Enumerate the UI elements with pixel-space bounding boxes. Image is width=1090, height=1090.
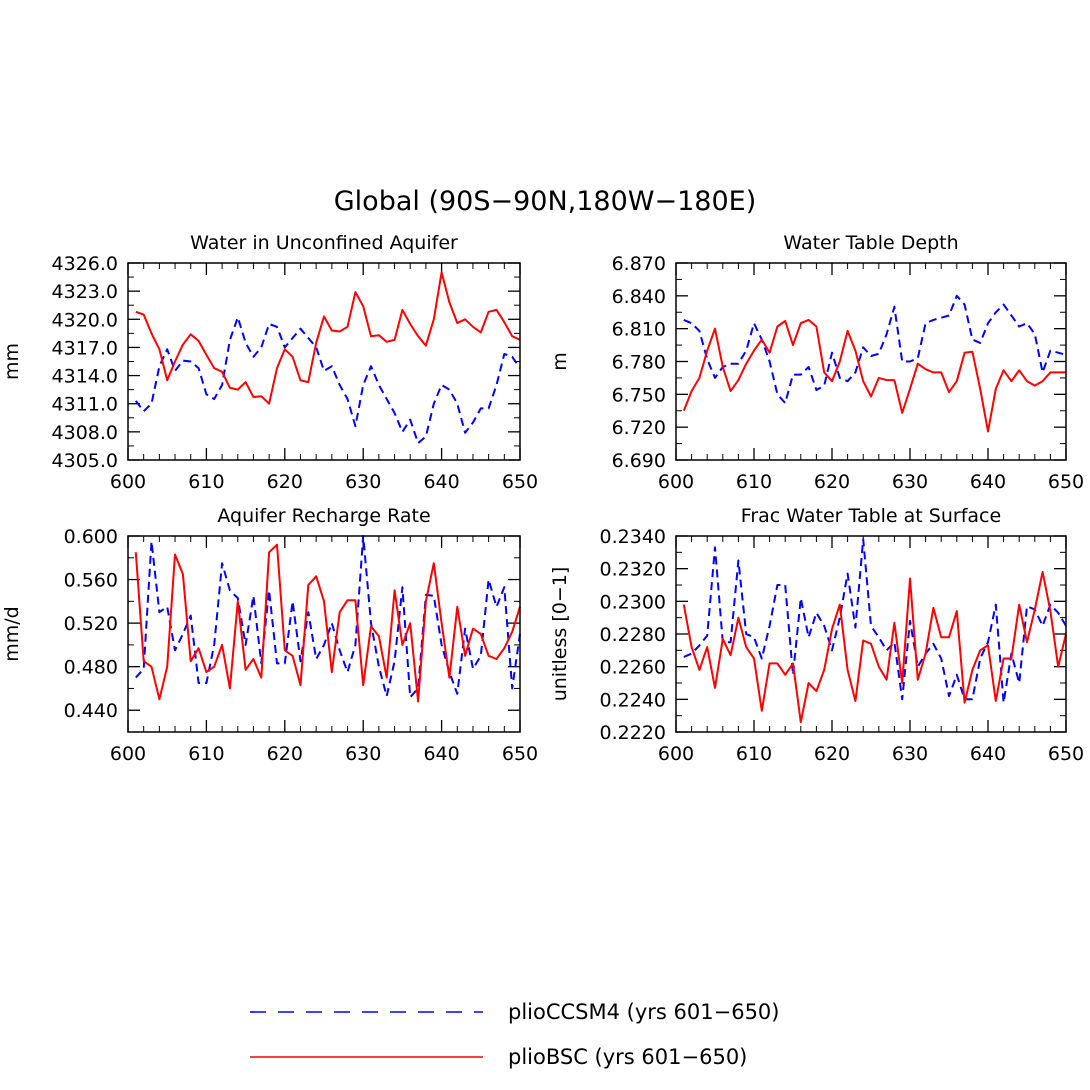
y-axis-title: mm/d [1,606,23,661]
x-tick-label: 640 [970,471,1006,493]
y-tick-label: 0.2280 [600,624,666,646]
major-ticks [675,262,1067,461]
panel-title: Water Table Depth [783,232,958,254]
y-axis-title: unitless [0−1] [549,567,571,702]
x-tick-label: 620 [267,471,303,493]
series-line-pliocssm4 [135,535,521,699]
series-line-pliocssm4 [135,316,521,445]
x-tick-label: 640 [423,471,459,493]
series-line-pliobsc [682,570,1067,724]
y-tick-label: 6.780 [612,352,666,374]
series-line-pliobsc [682,318,1066,433]
y-axis-title: mm [1,343,23,380]
y-tick-label: 0.2260 [600,657,666,679]
y-tick-label: 4311.0 [52,394,118,416]
series-line-pliocssm4 [683,538,1067,704]
y-tick-label: 4317.0 [52,337,118,359]
y-axis-title: m [549,352,571,371]
plot-frame [127,262,521,461]
minor-ticks [676,263,1066,460]
y-tick-label: 6.750 [612,384,666,406]
panel-water-in-unconfined-aquifer: Water in Unconfined Aquifer mm 600 610 620 63… [1,232,538,493]
y-tick-label: 4305.0 [52,450,118,472]
x-tick-label: 620 [267,743,303,765]
y-tick-label: 4323.0 [52,281,118,303]
x-tick-label: 650 [502,471,538,493]
x-tick-label: 600 [110,471,146,493]
x-tick-label: 630 [892,471,928,493]
y-tick-label: 4314.0 [52,366,118,388]
minor-ticks [128,536,520,732]
x-tick-label: 650 [502,743,538,765]
x-tick-label: 610 [736,471,772,493]
y-tick-label: 6.840 [612,286,666,308]
x-tick-label: 620 [814,743,850,765]
y-tick-label: 0.2240 [600,689,666,711]
y-tick-label: 6.810 [612,319,666,341]
y-tick-label: 0.480 [64,657,118,679]
x-tick-label: 600 [658,743,694,765]
y-tick-label: 0.600 [64,526,118,548]
panel-water-table-depth: Water Table Depth m 600 610 620 630 640 650 6.69… [549,232,1084,493]
panel-frac-water-table-at-surface: Frac Water Table at Surface unitless [0−1… [549,505,1084,765]
x-tick-label: 650 [1048,471,1084,493]
y-tick-label: 6.720 [612,417,666,439]
plot-frame [675,535,1067,733]
panel-title: Water in Unconfined Aquifer [190,232,458,254]
x-tick-label: 610 [188,471,224,493]
plot-frame [675,262,1067,461]
panel-title: Frac Water Table at Surface [741,505,1001,527]
y-tick-label: 4326.0 [52,253,118,275]
y-tick-label: 0.440 [64,700,118,722]
panel-title: Aquifer Recharge Rate [217,505,430,527]
y-tick-label: 4308.0 [52,422,118,444]
x-tick-label: 610 [188,743,224,765]
x-tick-label: 610 [736,743,772,765]
y-tick-label: 0.2320 [600,559,666,581]
y-tick-label: 4320.0 [52,309,118,331]
figure-title: Global (90S−90N,180W−180E) [334,186,756,217]
series-line-pliobsc [134,543,521,703]
legend-label-pliocssm4: plioCCSM4 (yrs 601−650) [508,1000,779,1024]
x-tick-label: 630 [345,471,381,493]
panel-aquifer-recharge-rate: Aquifer Recharge Rate mm/d 600 610 620 630 640… [1,505,538,765]
plot-frame [127,535,521,733]
y-tick-label: 6.870 [612,253,666,275]
series-line-pliobsc [135,271,521,405]
x-tick-label: 640 [423,743,459,765]
legend-label-pliobsc: plioBSC (yrs 601−650) [508,1045,747,1069]
minor-ticks [128,263,520,460]
y-tick-label: 6.690 [612,450,666,472]
x-tick-label: 620 [814,471,850,493]
x-tick-label: 650 [1048,743,1084,765]
y-tick-label: 0.2220 [600,722,666,744]
x-tick-label: 600 [658,471,694,493]
x-tick-label: 600 [110,743,146,765]
x-tick-label: 630 [892,743,928,765]
x-tick-label: 630 [345,743,381,765]
x-tick-label: 640 [970,743,1006,765]
legend: plioCCSM4 (yrs 601−650) plioBSC (yrs 601… [250,1000,779,1069]
series-line-pliocssm4 [683,294,1067,405]
y-tick-label: 0.2300 [600,591,666,613]
y-tick-label: 0.2340 [600,526,666,548]
y-tick-label: 0.520 [64,613,118,635]
y-tick-label: 0.560 [64,570,118,592]
